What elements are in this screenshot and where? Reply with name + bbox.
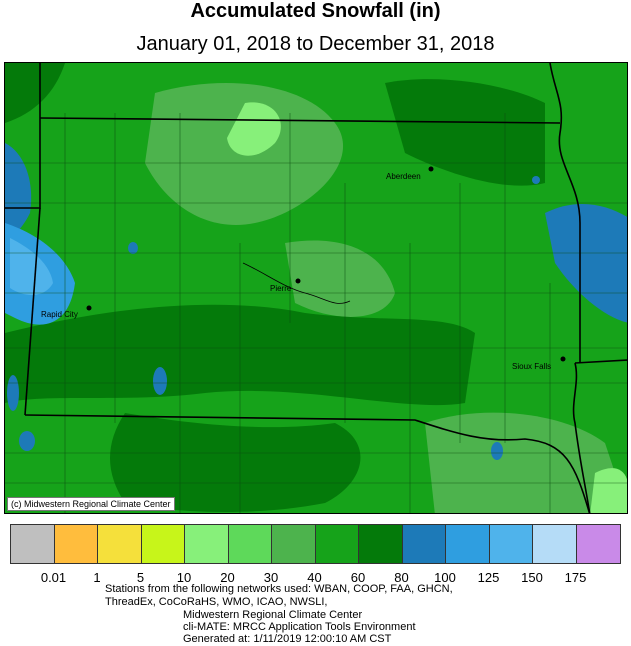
zone-100-125-spot xyxy=(128,242,138,254)
sioux-falls-marker xyxy=(560,356,566,362)
legend-tick-label: 80 xyxy=(394,570,409,585)
legend-swatch xyxy=(141,525,185,563)
zone-80-100-northwest xyxy=(5,63,65,123)
map-credit: (c) Midwestern Regional Climate Center xyxy=(7,497,175,511)
sd-minnesota-border xyxy=(549,63,581,363)
legend-swatch xyxy=(359,525,403,563)
footer-generated: Generated at: 1/11/2019 12:00:10 AM CST xyxy=(183,633,392,645)
legend-tick-label: 20 xyxy=(220,570,235,585)
map-canvas: Aberdeen Pierre Rapid City Sioux Falls xyxy=(5,63,627,513)
legend-swatch xyxy=(54,525,98,563)
rapid-city-marker xyxy=(86,305,92,311)
city-markers: Aberdeen Pierre Rapid City Sioux Falls xyxy=(41,166,566,371)
sd-nebraska-border xyxy=(24,414,591,513)
legend-tick-label: 30 xyxy=(263,570,279,585)
legend-swatch xyxy=(98,525,142,563)
zone-100-125-spot xyxy=(491,442,503,460)
legend-tick-label: 0.01 xyxy=(40,570,67,585)
wyoming-border xyxy=(24,207,41,416)
legend-tick-label: 40 xyxy=(307,570,322,585)
aberdeen-marker xyxy=(428,166,434,172)
legend-swatch xyxy=(576,525,620,563)
stations-line-1: Stations from the following networks use… xyxy=(105,583,453,595)
legend-ticks: 0.01 1 5 10 20 30 40 60 80 100 125 150 175 xyxy=(10,570,620,586)
zone-100-125-spot xyxy=(532,176,540,184)
legend-swatch xyxy=(185,525,229,563)
legend-tick-label: 175 xyxy=(564,570,587,585)
zone-30-40-southeast xyxy=(590,468,627,513)
zone-30-40-north xyxy=(227,102,281,156)
legend-tick-label: 60 xyxy=(350,570,366,585)
legend-swatch xyxy=(315,525,359,563)
stations-line-2: ThreadEx, CoCoRaHS, WMO, ICAO, NWSLI, xyxy=(105,596,328,608)
pierre-label: Pierre xyxy=(270,284,292,293)
rapid-city-label: Rapid City xyxy=(41,310,78,319)
zone-80-100-south xyxy=(110,413,361,512)
legend-swatch xyxy=(446,525,490,563)
legend-swatch xyxy=(489,525,533,563)
legend-swatch xyxy=(402,525,446,563)
zone-150-175-blackhills xyxy=(10,238,53,295)
map-subtitle: January 01, 2018 to December 31, 2018 xyxy=(136,33,495,55)
legend-swatch xyxy=(228,525,272,563)
zone-100-125-spot xyxy=(19,431,35,451)
pierre-marker xyxy=(295,278,301,284)
legend-swatch xyxy=(11,525,55,563)
legend-tick-label: 5 xyxy=(136,570,145,585)
zone-100-125-west xyxy=(5,143,32,241)
legend-swatch xyxy=(272,525,316,563)
legend-tick-label: 100 xyxy=(434,570,456,585)
aberdeen-label: Aberdeen xyxy=(386,172,421,181)
zone-100-125-spot xyxy=(7,375,19,411)
sd-iowa-border xyxy=(572,362,591,513)
footer-center: Midwestern Regional Climate Center xyxy=(183,609,363,621)
zone-100-125-spot xyxy=(153,367,167,395)
sioux-falls-label: Sioux Falls xyxy=(512,362,551,371)
minnesota-iowa-border xyxy=(574,359,627,364)
legend-swatch xyxy=(533,525,577,563)
legend-tick-label: 1 xyxy=(93,570,101,585)
state-borders xyxy=(5,63,627,513)
zone-40-60-center xyxy=(285,240,395,317)
nd-sd-border xyxy=(39,117,561,124)
snowfall-map: Aberdeen Pierre Rapid City Sioux Falls (… xyxy=(4,62,628,514)
map-title: Accumulated Snowfall (in) xyxy=(190,0,441,22)
missouri-river xyxy=(242,262,351,304)
legend-tick-label: 150 xyxy=(521,570,543,585)
legend-tick-label: 125 xyxy=(477,570,500,585)
color-legend xyxy=(10,524,621,564)
legend-tick-label: 10 xyxy=(176,570,192,585)
footer-climate-tools: cli-MATE: MRCC Application Tools Environ… xyxy=(183,621,416,633)
